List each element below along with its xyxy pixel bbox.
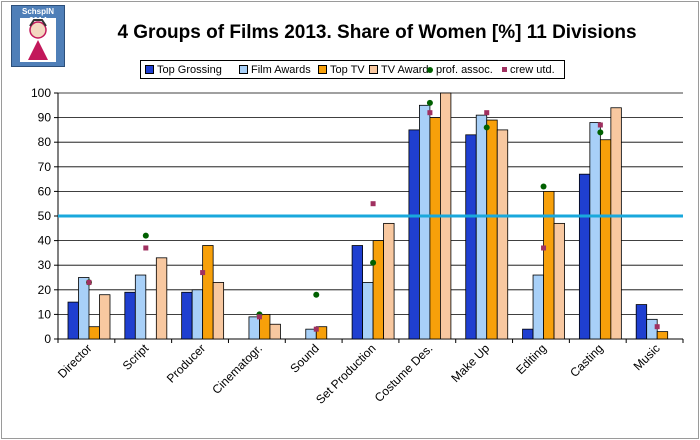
bar	[372, 240, 384, 340]
marker-dot	[483, 124, 490, 131]
y-tick-label: 40	[38, 234, 52, 248]
legend-swatch	[318, 65, 327, 74]
x-tick-label: Cinematogr.	[209, 341, 265, 397]
marker-dot	[313, 291, 320, 298]
marker-dot	[370, 259, 377, 266]
bar	[496, 129, 509, 340]
legend-label: crew utd.	[510, 63, 555, 76]
bar	[543, 190, 555, 340]
bar	[383, 222, 395, 340]
y-tick-label: 70	[38, 160, 52, 174]
bar	[202, 245, 214, 340]
marker-dot	[426, 99, 433, 106]
x-tick-label: Casting	[567, 341, 606, 380]
bar	[124, 291, 136, 340]
bar	[465, 134, 477, 340]
y-tick-label: 100	[31, 86, 51, 100]
bar	[522, 328, 534, 340]
legend-entry-prof-assoc: prof. assoc.	[427, 63, 493, 76]
bar	[191, 289, 204, 340]
legend-entry-crew-utd: crew utd.	[502, 63, 555, 76]
bar	[408, 129, 420, 340]
legend-marker-square	[502, 67, 507, 72]
bar	[532, 274, 544, 340]
bar	[248, 316, 260, 340]
bar	[578, 173, 591, 340]
marker-square	[484, 110, 490, 116]
marker-square	[370, 201, 376, 207]
bar	[134, 274, 147, 340]
bar	[315, 326, 328, 340]
legend-label: prof. assoc.	[436, 63, 493, 76]
y-tick-label: 90	[38, 111, 52, 125]
bar	[67, 301, 79, 340]
bar	[99, 294, 111, 340]
bar	[351, 245, 363, 340]
legend-label: TV Award	[381, 63, 429, 76]
x-tick-label: Editing	[513, 341, 549, 377]
marker-dot	[540, 183, 547, 190]
legend-marker-dot	[427, 66, 433, 73]
bar	[181, 291, 193, 340]
y-tick-label: 20	[38, 283, 52, 297]
x-tick-label: Set Production	[313, 341, 379, 407]
x-tick-label: Director	[55, 341, 95, 381]
marker-square	[597, 122, 603, 128]
bar	[212, 282, 225, 340]
x-tick-label: Producer	[164, 341, 208, 385]
bar	[419, 104, 431, 340]
logo: SchspIN 2014	[11, 5, 65, 67]
bar	[486, 119, 498, 340]
y-tick-label: 30	[38, 258, 52, 272]
marker-square	[654, 324, 660, 330]
marker-square	[200, 270, 206, 276]
x-tick-label: Music	[631, 341, 663, 373]
bar	[635, 304, 648, 340]
bar	[362, 282, 374, 340]
bar	[553, 222, 565, 340]
x-tick-label: Script	[120, 341, 152, 373]
y-tick-label: 10	[38, 307, 52, 321]
chart-title: 4 Groups of Films 2013. Share of Women […	[117, 22, 637, 43]
legend-label: Top Grossing	[157, 63, 222, 76]
legend-label: Top TV	[330, 63, 365, 76]
y-tick-label: 0	[44, 332, 51, 346]
marker-square	[256, 314, 262, 320]
legend-entry-top-grossing: Top Grossing	[145, 63, 222, 76]
x-tick-label: Costume Des.	[372, 341, 436, 405]
marker-square	[313, 326, 319, 332]
marker-dot	[597, 129, 604, 136]
bar	[599, 139, 612, 340]
legend-entry-top-tv: Top TV	[318, 63, 365, 76]
chart-legend: Top Grossing Film Awards Top TV TV Award…	[140, 60, 565, 79]
x-tick-label: Sound	[287, 341, 321, 375]
bar	[656, 331, 669, 340]
bar	[610, 107, 622, 340]
bar	[78, 277, 90, 340]
bar	[589, 122, 601, 340]
y-tick-label: 80	[38, 135, 52, 149]
bar	[475, 114, 488, 340]
y-tick-label: 50	[38, 209, 52, 223]
legend-entry-tv-award: TV Award	[369, 63, 429, 76]
legend-swatch	[145, 65, 154, 74]
marker-square	[86, 279, 92, 285]
bar	[155, 257, 168, 340]
y-tick-label: 60	[38, 184, 52, 198]
bar	[88, 326, 100, 340]
legend-entry-film-awards: Film Awards	[239, 63, 311, 76]
marker-square	[427, 110, 433, 116]
legend-label: Film Awards	[251, 63, 311, 76]
marker-square	[143, 245, 149, 251]
marker-square	[541, 245, 547, 251]
legend-swatch	[369, 65, 378, 74]
legend-swatch	[239, 65, 248, 74]
cartoon-figure-logo-icon	[20, 18, 56, 62]
marker-dot	[142, 232, 149, 239]
bar	[269, 323, 281, 340]
x-tick-label: Make Up	[448, 341, 492, 385]
bar	[429, 117, 441, 340]
